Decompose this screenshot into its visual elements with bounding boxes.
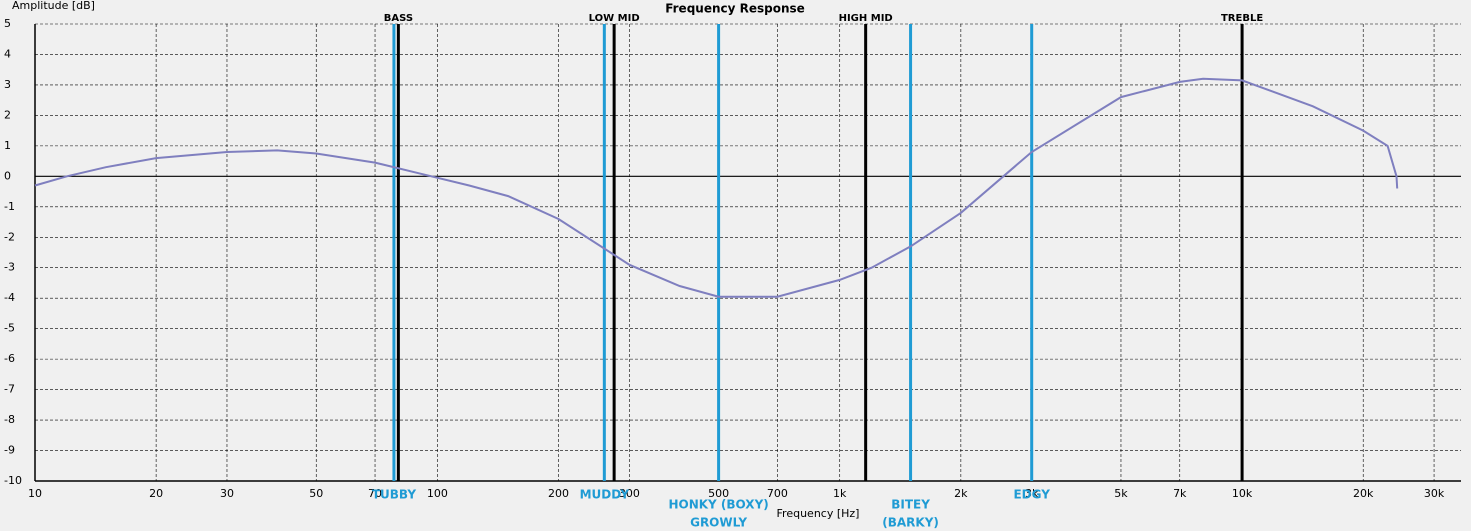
chart-title: Frequency Response xyxy=(665,2,805,16)
y-tick-label: 2 xyxy=(4,108,11,121)
x-tick-label: 200 xyxy=(548,487,569,500)
range-label: HIGH MID xyxy=(839,13,893,24)
x-tick-label: 500 xyxy=(708,487,729,500)
y-tick-label: -1 xyxy=(4,200,15,213)
x-tick-label: 20k xyxy=(1353,487,1374,500)
y-tick-label: 3 xyxy=(4,78,11,91)
y-tick-label: -3 xyxy=(4,261,15,274)
descriptor-label: EDGY xyxy=(1013,488,1050,502)
descriptor-label: GROWLY xyxy=(690,516,747,530)
descriptor-label: BITEY xyxy=(891,498,930,512)
y-tick-label: 4 xyxy=(4,47,11,60)
x-axis-label: Frequency [Hz] xyxy=(777,507,860,520)
x-tick-label: 700 xyxy=(767,487,788,500)
x-tick-label: 30 xyxy=(220,487,234,500)
y-tick-label: 5 xyxy=(4,17,11,30)
x-tick-label: 3k xyxy=(1025,487,1039,500)
y-tick-label: -5 xyxy=(4,322,15,335)
y-tick-label: -7 xyxy=(4,383,15,396)
x-tick-label: 5k xyxy=(1114,487,1128,500)
x-tick-label: 20 xyxy=(149,487,163,500)
x-tick-label: 10 xyxy=(28,487,42,500)
range-label: LOW MID xyxy=(589,13,640,24)
y-tick-label: -2 xyxy=(4,230,15,243)
y-tick-label: -4 xyxy=(4,291,15,304)
x-tick-label: 300 xyxy=(619,487,640,500)
y-tick-label: -6 xyxy=(4,352,15,365)
descriptor-label: HONKY (BOXY) xyxy=(668,498,768,512)
y-axis-label: Amplitude [dB] xyxy=(12,0,95,12)
x-tick-label: 70 xyxy=(368,487,382,500)
y-tick-label: -9 xyxy=(4,444,15,457)
y-tick-label: 1 xyxy=(4,139,11,152)
y-tick-label: -8 xyxy=(4,413,15,426)
x-tick-label: 10k xyxy=(1232,487,1253,500)
range-label: BASS xyxy=(384,13,413,24)
y-tick-label: -10 xyxy=(4,474,22,487)
response-curve xyxy=(34,77,1399,298)
descriptor-label: MUDDY xyxy=(580,488,630,502)
range-label: TREBLE xyxy=(1221,13,1263,24)
x-tick-label: 2k xyxy=(954,487,968,500)
x-tick-label: 100 xyxy=(427,487,448,500)
x-tick-label: 30k xyxy=(1424,487,1445,500)
x-tick-label: 7k xyxy=(1173,487,1187,500)
y-tick-label: 0 xyxy=(4,169,11,182)
descriptor-label: (BARKY) xyxy=(882,516,939,530)
x-tick-label: 50 xyxy=(309,487,323,500)
descriptor-label: TUBBY xyxy=(372,488,417,502)
x-tick-label: 1k xyxy=(833,487,847,500)
